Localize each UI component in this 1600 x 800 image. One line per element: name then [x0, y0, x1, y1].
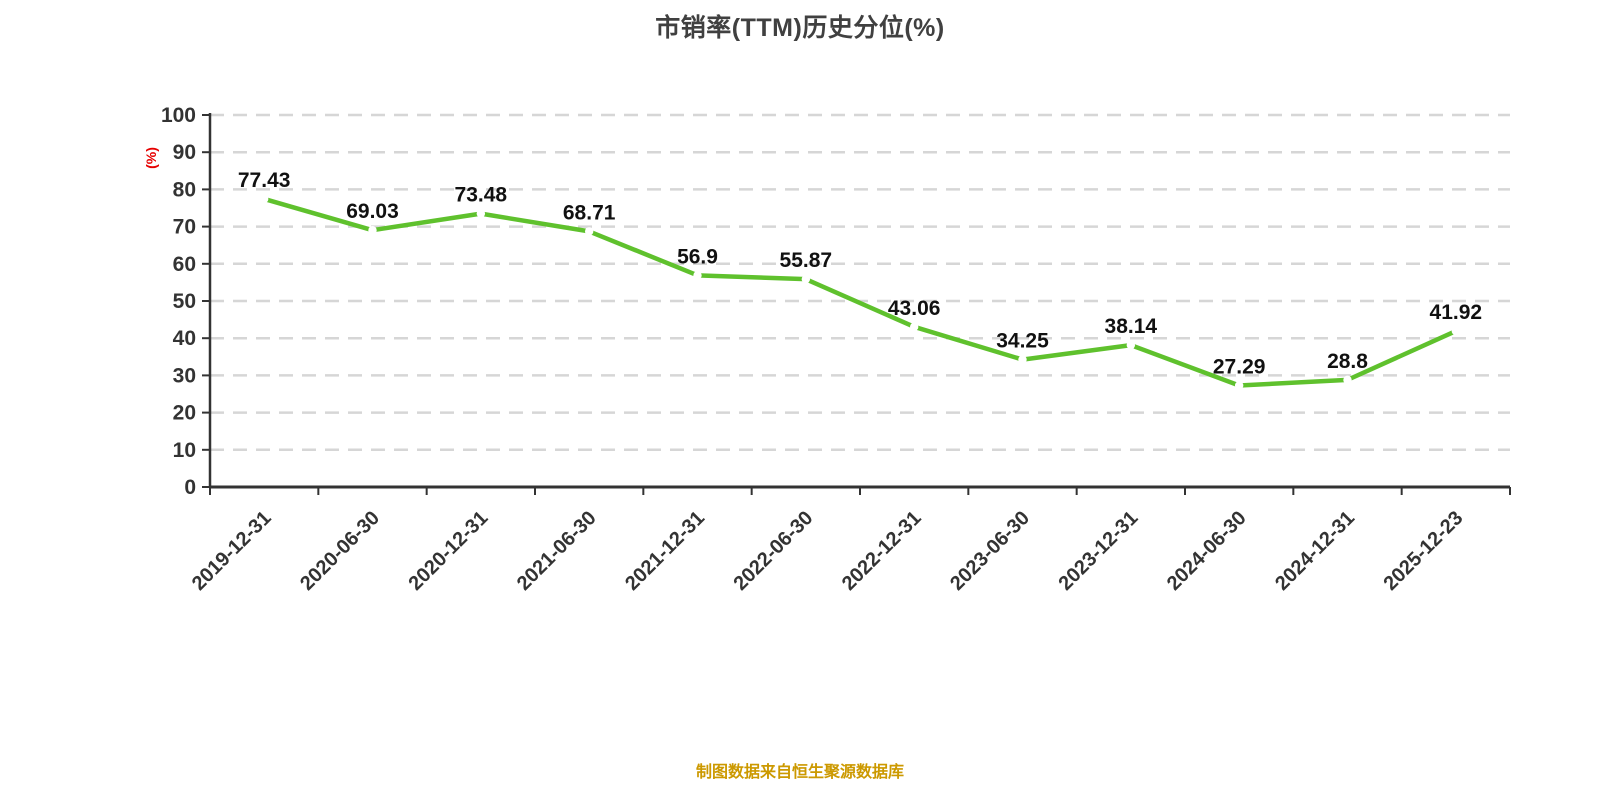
y-tick-label: 20	[173, 402, 196, 425]
value-label: 68.71	[563, 201, 616, 224]
series-line	[261, 196, 1459, 388]
value-label: 28.8	[1327, 350, 1368, 373]
data-point-marker	[1126, 340, 1136, 350]
data-point-marker	[693, 271, 702, 280]
x-tick-label: 2025-12-23	[1379, 507, 1467, 595]
x-tick-label: 2020-06-30	[296, 507, 384, 595]
data-point-marker	[801, 274, 811, 284]
data-point-marker	[476, 209, 486, 218]
y-tick-label: 30	[173, 364, 196, 387]
x-tick-label: 2024-06-30	[1163, 507, 1251, 595]
y-tick-label: 100	[161, 104, 196, 127]
data-point-marker	[368, 226, 377, 235]
y-tick-label: 80	[173, 178, 196, 201]
x-tick-label: 2023-12-31	[1054, 507, 1142, 595]
value-label: 41.92	[1430, 301, 1483, 324]
data-point-marker	[1234, 381, 1244, 390]
data-source-note: 制图数据来自恒生聚源数据库	[695, 764, 904, 781]
y-tick-label: 90	[173, 141, 196, 164]
value-label: 56.9	[677, 245, 718, 268]
y-tick-label: 0	[184, 476, 196, 499]
value-label: 43.06	[888, 297, 941, 320]
data-point-marker	[1018, 355, 1027, 364]
value-label: 55.87	[780, 249, 833, 272]
value-label: 77.43	[238, 169, 291, 192]
data-point-marker	[1451, 326, 1461, 336]
x-tick-label: 2019-12-31	[188, 507, 276, 595]
chart-title: 市销率(TTM)历史分位(%)	[655, 14, 945, 42]
value-label: 69.03	[346, 200, 399, 223]
y-tick-label: 50	[173, 290, 196, 313]
x-tick-label: 2024-12-31	[1271, 507, 1359, 595]
x-tick-label: 2023-06-30	[946, 507, 1034, 595]
data-point-marker	[584, 227, 594, 236]
y-tick-label: 60	[173, 253, 196, 276]
value-label: 38.14	[1105, 315, 1158, 338]
value-label: 34.25	[996, 330, 1049, 353]
x-tick-label: 2022-06-30	[729, 507, 817, 595]
y-axis-unit-label: (%)	[143, 147, 159, 169]
data-point-marker	[909, 322, 919, 332]
y-tick-label: 70	[173, 216, 196, 239]
y-tick-label: 40	[173, 327, 196, 350]
x-tick-label: 2021-12-31	[621, 507, 709, 595]
value-label: 27.29	[1213, 355, 1266, 378]
data-point-marker	[1343, 375, 1352, 385]
data-point-marker	[259, 194, 269, 204]
y-tick-label: 10	[173, 439, 196, 462]
x-tick-label: 2020-12-31	[404, 507, 492, 595]
x-tick-label: 2021-06-30	[513, 507, 601, 595]
value-label: 73.48	[455, 184, 508, 207]
x-tick-label: 2022-12-31	[838, 507, 926, 595]
